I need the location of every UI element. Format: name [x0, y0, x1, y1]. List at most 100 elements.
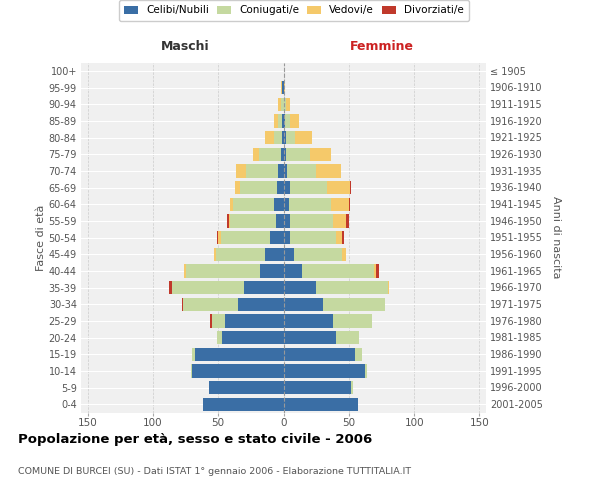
Bar	[289, 198, 331, 211]
Bar	[282, 114, 284, 128]
Bar	[284, 248, 294, 261]
Bar	[281, 98, 284, 111]
Bar	[355, 348, 362, 361]
Bar	[284, 181, 290, 194]
Bar	[295, 131, 312, 144]
Bar	[183, 298, 238, 311]
Bar	[241, 181, 277, 194]
Bar	[284, 331, 336, 344]
Bar	[294, 248, 342, 261]
Bar	[326, 181, 350, 194]
Bar	[230, 198, 233, 211]
Bar	[245, 164, 278, 177]
Bar	[365, 364, 367, 378]
Bar	[185, 264, 260, 278]
Bar	[277, 181, 284, 194]
Bar	[182, 298, 183, 311]
Bar	[278, 164, 284, 177]
Bar	[286, 148, 310, 161]
Legend: Celibi/Nubili, Coniugati/e, Vedovi/e, Divorziati/e: Celibi/Nubili, Coniugati/e, Vedovi/e, Di…	[119, 0, 469, 20]
Bar	[336, 231, 342, 244]
Bar	[211, 314, 212, 328]
Bar	[285, 114, 290, 128]
Bar	[284, 164, 287, 177]
Bar	[253, 148, 259, 161]
Bar	[229, 214, 230, 228]
Bar	[265, 131, 274, 144]
Bar	[286, 98, 290, 111]
Bar	[284, 281, 316, 294]
Bar	[284, 381, 352, 394]
Bar	[217, 231, 218, 244]
Bar	[284, 398, 358, 411]
Text: COMUNE DI BURCEI (SU) - Dati ISTAT 1° gennaio 2006 - Elaborazione TUTTITALIA.IT: COMUNE DI BURCEI (SU) - Dati ISTAT 1° ge…	[18, 467, 411, 476]
Bar	[281, 81, 282, 94]
Bar	[194, 348, 284, 361]
Bar	[284, 114, 285, 128]
Y-axis label: Anni di nascita: Anni di nascita	[551, 196, 561, 278]
Bar	[310, 148, 331, 161]
Bar	[278, 114, 282, 128]
Bar	[265, 248, 284, 261]
Bar	[284, 364, 365, 378]
Bar	[342, 248, 346, 261]
Bar	[282, 131, 284, 144]
Bar	[336, 331, 359, 344]
Bar	[218, 231, 221, 244]
Bar	[284, 148, 286, 161]
Bar	[376, 264, 379, 278]
Bar	[302, 264, 374, 278]
Bar	[286, 131, 295, 144]
Bar	[333, 314, 373, 328]
Bar	[274, 198, 284, 211]
Text: Femmine: Femmine	[349, 40, 413, 52]
Bar	[192, 364, 284, 378]
Bar	[290, 231, 336, 244]
Text: Popolazione per età, sesso e stato civile - 2006: Popolazione per età, sesso e stato civil…	[18, 432, 372, 446]
Bar	[342, 231, 344, 244]
Text: Maschi: Maschi	[161, 40, 210, 52]
Bar	[214, 248, 215, 261]
Bar	[388, 281, 389, 294]
Bar	[323, 298, 385, 311]
Bar	[227, 214, 229, 228]
Bar	[284, 98, 286, 111]
Bar	[284, 198, 289, 211]
Bar	[284, 314, 333, 328]
Bar	[233, 198, 274, 211]
Bar	[284, 348, 355, 361]
Bar	[349, 198, 350, 211]
Bar	[209, 381, 284, 394]
Bar	[290, 214, 333, 228]
Bar	[244, 281, 284, 294]
Bar	[225, 314, 284, 328]
Bar	[274, 114, 278, 128]
Bar	[287, 164, 316, 177]
Bar	[333, 214, 346, 228]
Bar	[236, 164, 245, 177]
Bar	[215, 248, 265, 261]
Bar	[274, 131, 282, 144]
Bar	[284, 81, 285, 94]
Bar	[275, 214, 284, 228]
Y-axis label: Fasce di età: Fasce di età	[35, 204, 46, 270]
Bar	[203, 398, 284, 411]
Bar	[238, 298, 284, 311]
Bar	[316, 164, 341, 177]
Bar	[221, 231, 271, 244]
Bar	[284, 264, 302, 278]
Bar	[316, 281, 388, 294]
Bar	[284, 214, 290, 228]
Bar	[259, 148, 281, 161]
Bar	[331, 198, 349, 211]
Bar	[217, 331, 222, 344]
Bar	[212, 314, 225, 328]
Bar	[184, 264, 185, 278]
Bar	[352, 381, 353, 394]
Bar	[282, 81, 284, 94]
Bar	[235, 181, 241, 194]
Bar	[290, 114, 299, 128]
Bar	[290, 181, 326, 194]
Bar	[278, 98, 281, 111]
Bar	[172, 281, 244, 294]
